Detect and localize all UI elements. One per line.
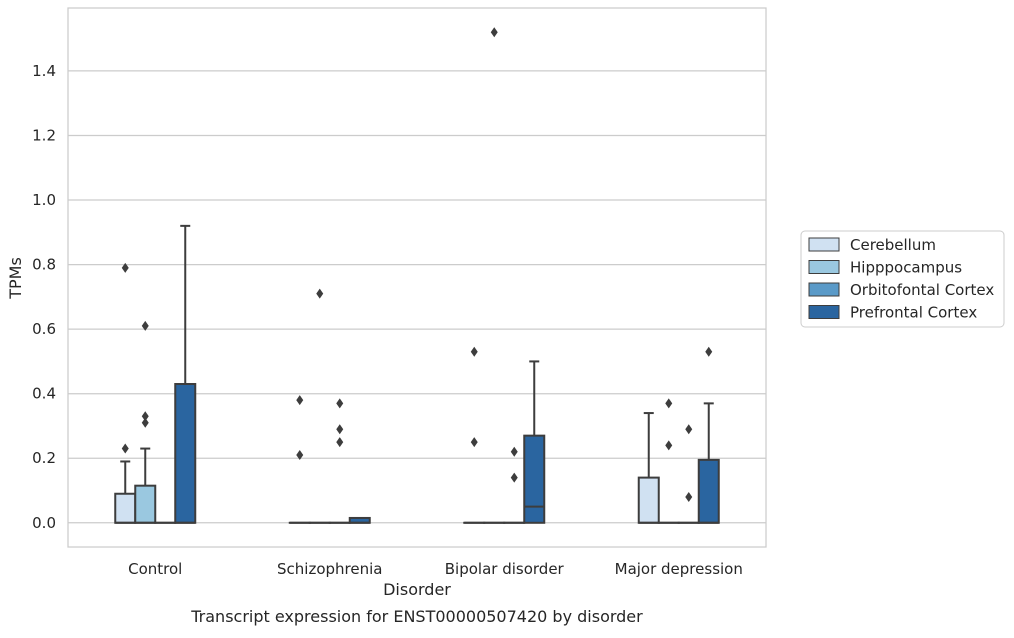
outlier-point — [471, 347, 478, 357]
box-prefrontal-cortex — [524, 361, 544, 522]
outlier-point — [336, 437, 343, 447]
y-tick-label: 0.0 — [32, 514, 56, 532]
box-prefrontal-cortex — [350, 518, 370, 523]
plot-frame — [68, 8, 766, 547]
chart-caption: Transcript expression for ENST0000050742… — [190, 607, 643, 626]
outlier-point — [665, 440, 672, 450]
x-tick-labels: Control Schizophrenia Bipolar disorder Majo… — [128, 560, 743, 578]
outlier-point — [665, 398, 672, 408]
y-tick-label: 1.2 — [32, 126, 56, 144]
box-cerebellum — [290, 395, 310, 523]
y-tick-labels: 0.0 0.2 0.4 0.6 0.8 1.0 1.2 1.4 — [32, 62, 56, 532]
box-cerebellum — [464, 347, 484, 523]
x-tick-label: Schizophrenia — [277, 560, 382, 578]
outlier-point — [296, 395, 303, 405]
y-tick-label: 0.2 — [32, 449, 56, 467]
outlier-point — [491, 27, 498, 37]
legend-label: Orbitofontal Cortex — [850, 281, 994, 299]
outlier-point — [705, 347, 712, 357]
box-hipppocampus — [135, 321, 155, 523]
y-axis-title: TPMs — [6, 257, 25, 300]
outlier-point — [511, 473, 518, 483]
outlier-point — [471, 437, 478, 447]
legend-label: Prefrontal Cortex — [850, 304, 977, 322]
box-cerebellum — [639, 413, 659, 523]
box-hipppocampus — [310, 289, 330, 523]
outlier-point — [142, 411, 149, 421]
box-iqr — [175, 384, 195, 523]
y-tick-label: 0.6 — [32, 320, 56, 338]
outlier-point — [685, 424, 692, 434]
box-orbitofontal-cortex — [679, 424, 699, 523]
outlier-point — [336, 424, 343, 434]
box-layer — [115, 27, 719, 523]
legend-swatch — [809, 306, 839, 319]
outlier-point — [316, 289, 323, 299]
y-tick-label: 1.4 — [32, 62, 56, 80]
y-tick-label: 0.4 — [32, 385, 56, 403]
box-iqr — [524, 436, 544, 523]
box-hipppocampus — [659, 398, 679, 522]
legend-swatch — [809, 283, 839, 296]
box-prefrontal-cortex — [699, 347, 719, 523]
legend: Cerebellum Hipppocampus Orbitofontal Corte… — [801, 231, 1004, 327]
legend-swatch — [809, 238, 839, 251]
box-orbitofontal-cortex — [330, 398, 350, 522]
y-tick-label: 0.8 — [32, 256, 56, 274]
legend-label: Hipppocampus — [850, 259, 962, 277]
x-axis-title: Disorder — [383, 580, 451, 599]
legend-label: Cerebellum — [850, 236, 936, 254]
outlier-point — [336, 398, 343, 408]
legend-swatch — [809, 261, 839, 274]
x-tick-label: Control — [128, 560, 182, 578]
x-tick-label: Bipolar disorder — [445, 560, 565, 578]
outlier-point — [685, 492, 692, 502]
box-hipppocampus — [484, 27, 504, 523]
y-tick-label: 1.0 — [32, 191, 56, 209]
box-cerebellum — [115, 263, 135, 523]
box-iqr — [115, 494, 135, 523]
x-tick-label: Major depression — [615, 560, 743, 578]
gridlines — [68, 71, 766, 523]
box-iqr — [135, 486, 155, 523]
box-prefrontal-cortex — [175, 226, 195, 523]
box-iqr — [639, 478, 659, 523]
outlier-point — [511, 447, 518, 457]
outlier-point — [122, 444, 129, 454]
box-iqr — [699, 460, 719, 523]
